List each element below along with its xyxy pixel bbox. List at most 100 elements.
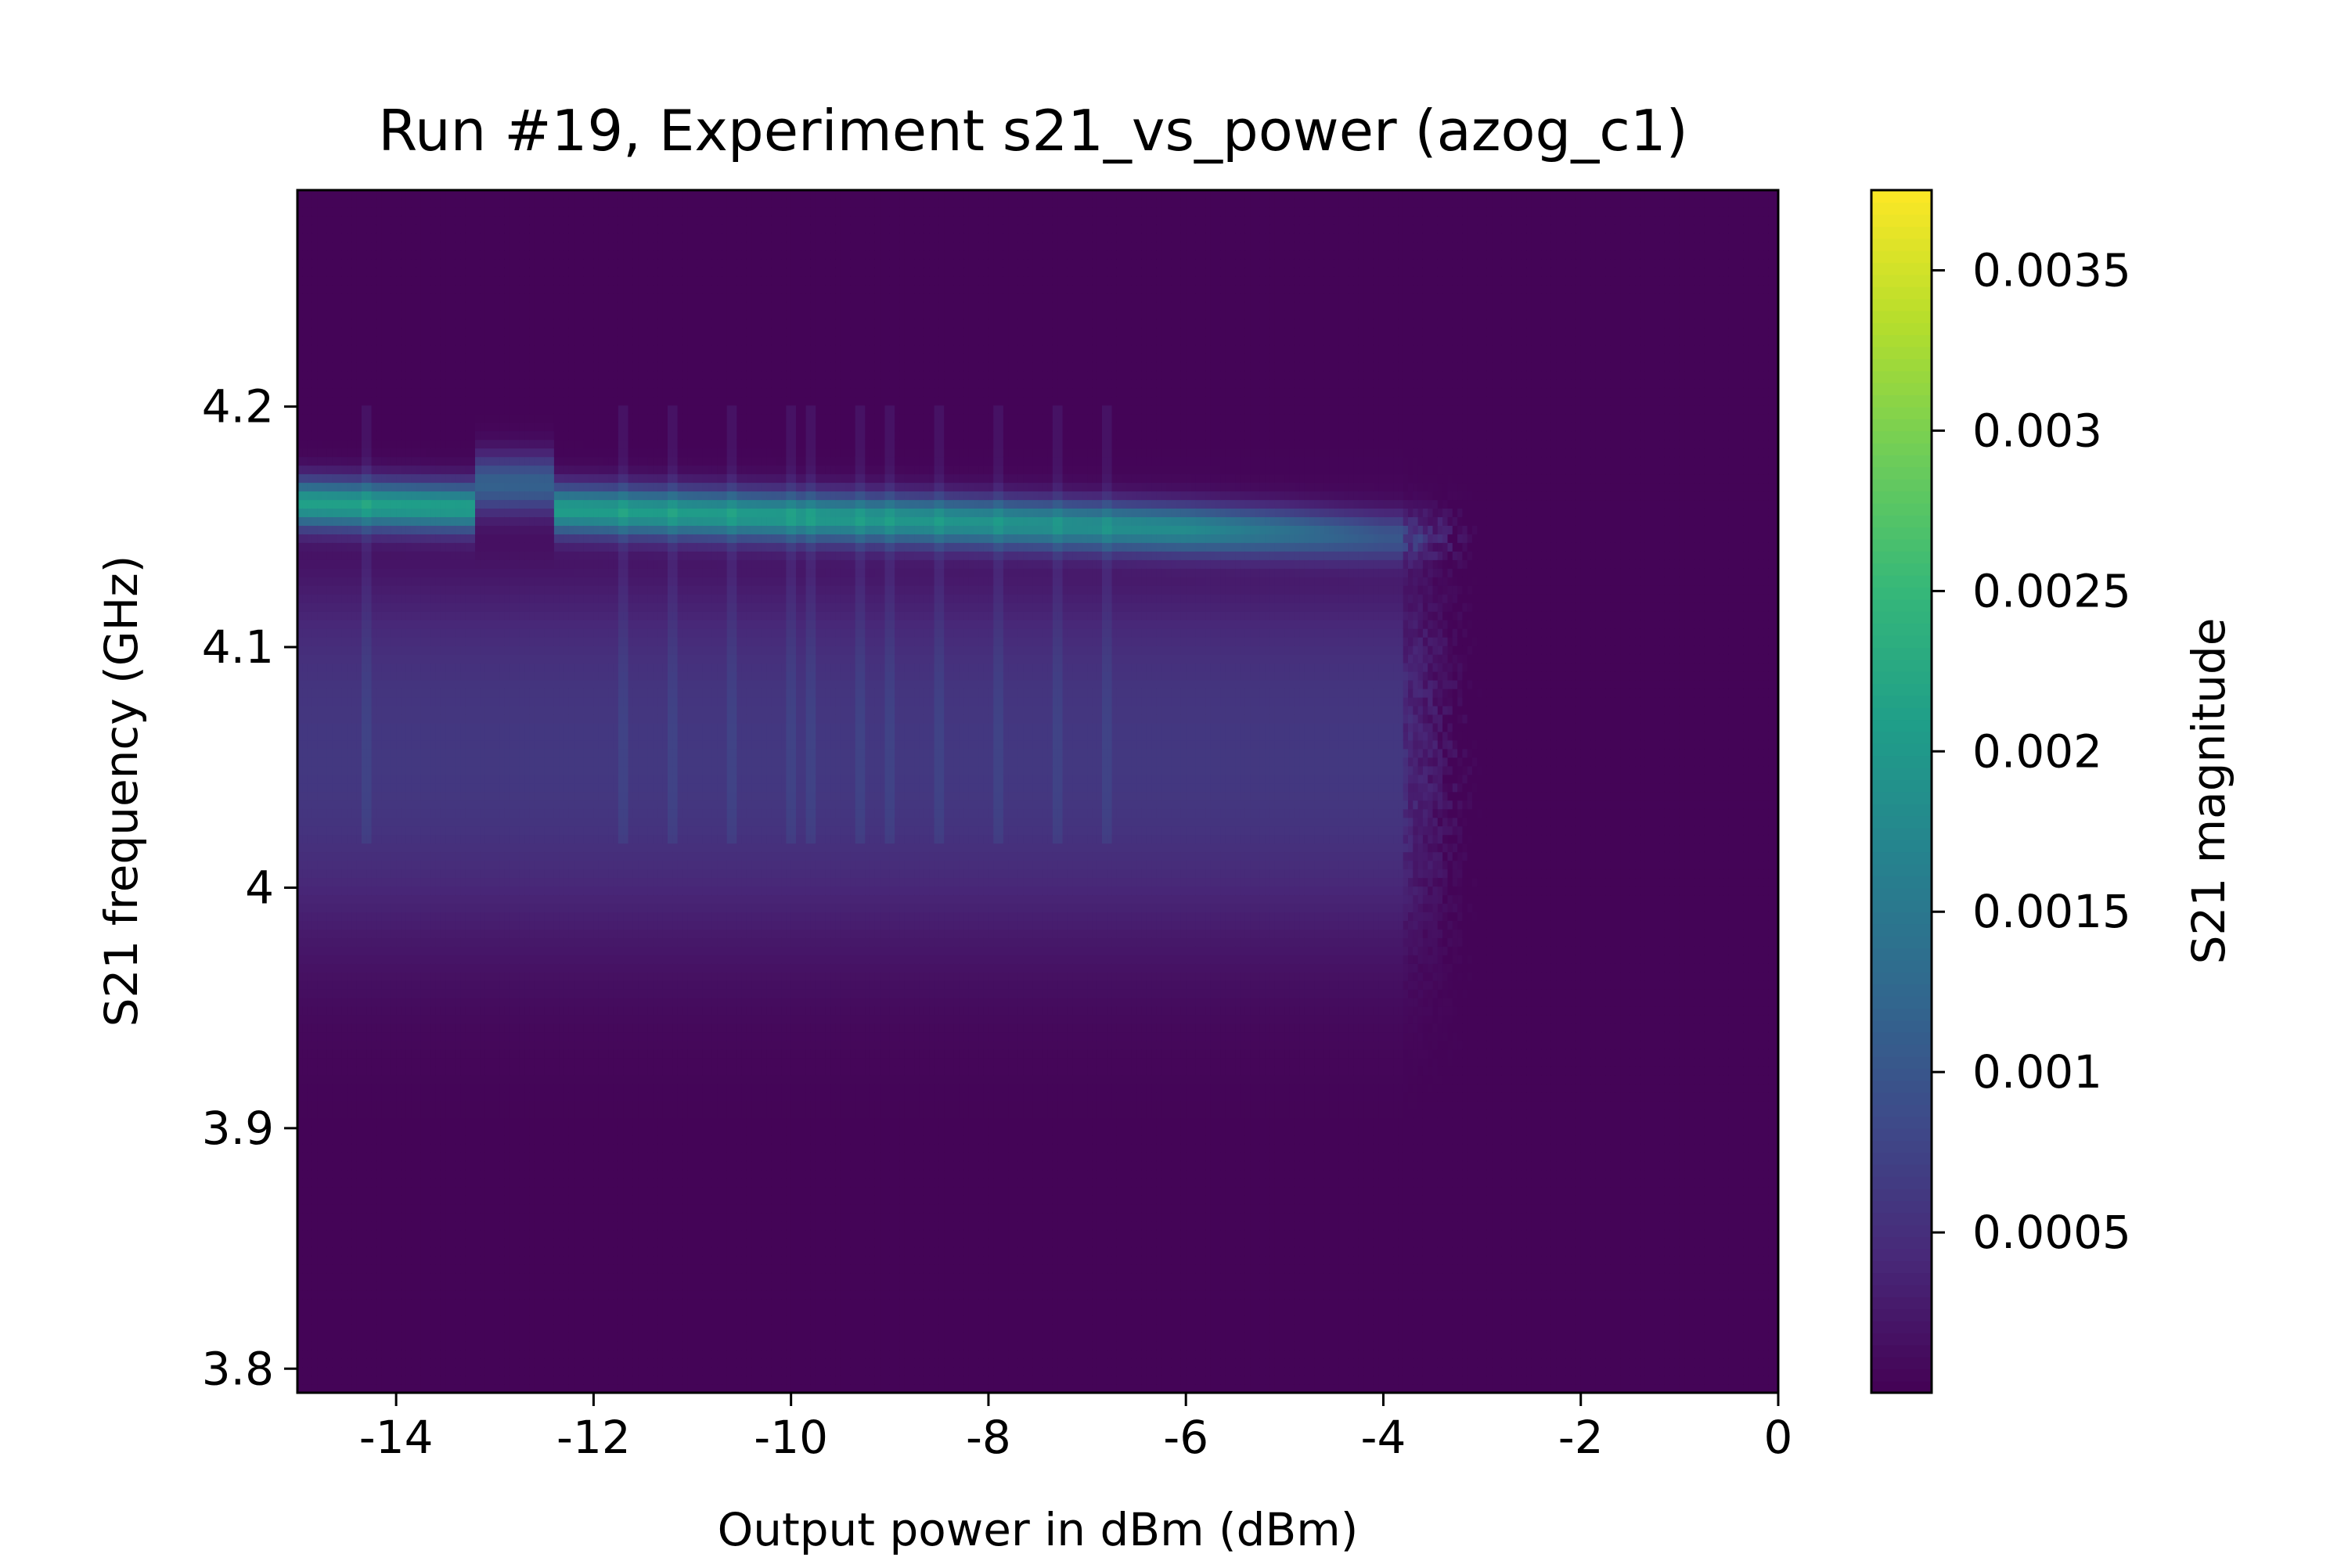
heatmap-cell <box>327 1281 333 1290</box>
heatmap-cell <box>322 328 328 337</box>
heatmap-cell <box>312 1229 318 1239</box>
heatmap-cell <box>332 998 337 1007</box>
heatmap-cell <box>317 1324 322 1333</box>
heatmap-cell <box>332 1264 337 1273</box>
heatmap-cell <box>332 268 337 277</box>
heatmap-cell <box>332 225 337 234</box>
heatmap-cell <box>332 1289 337 1299</box>
heatmap-cell <box>312 430 318 440</box>
heatmap-cell <box>332 422 337 431</box>
heatmap-cell <box>302 430 308 440</box>
heatmap-cell <box>312 233 318 243</box>
heatmap-cell <box>302 783 308 793</box>
heatmap-cell <box>322 1238 328 1247</box>
heatmap-cell <box>337 1376 343 1385</box>
heatmap-cell <box>317 920 322 930</box>
heatmap-cell <box>308 1221 313 1230</box>
heatmap-cell <box>312 1350 318 1359</box>
heatmap-cell <box>322 757 328 767</box>
heatmap-cell <box>312 276 318 286</box>
heatmap-cell <box>302 775 308 784</box>
heatmap-cell <box>332 354 337 363</box>
heatmap-cell <box>302 1049 308 1059</box>
heatmap-cell <box>332 886 337 895</box>
heatmap-cell <box>322 946 328 955</box>
heatmap-cell <box>327 1238 333 1247</box>
heatmap-cell <box>302 276 308 286</box>
heatmap-cell <box>312 671 318 681</box>
heatmap-cell <box>322 448 328 457</box>
heatmap-image <box>297 190 1779 1394</box>
heatmap-cell <box>332 285 337 294</box>
heatmap-cell <box>327 1332 333 1342</box>
heatmap-cell <box>308 775 313 784</box>
heatmap-cell <box>322 285 328 294</box>
heatmap-cell <box>317 1332 322 1342</box>
heatmap-cell <box>332 1350 337 1359</box>
heatmap-cell <box>308 1196 313 1205</box>
heatmap-cell <box>308 1315 313 1325</box>
heatmap-cell <box>317 259 322 268</box>
heatmap-cell <box>317 1272 322 1282</box>
heatmap-cell <box>327 285 333 294</box>
heatmap-cell <box>332 319 337 329</box>
heatmap-cell <box>332 697 337 707</box>
heatmap-cell <box>317 216 322 225</box>
heatmap-cell <box>317 225 322 234</box>
heatmap-cell <box>317 680 322 689</box>
heatmap-cell <box>322 783 328 793</box>
heatmap-cell <box>327 1307 333 1316</box>
heatmap-cell <box>308 371 313 380</box>
heatmap-cell <box>312 1307 318 1316</box>
heatmap-cell <box>337 1281 343 1290</box>
heatmap-cell <box>308 242 313 251</box>
heatmap-cell <box>308 388 313 397</box>
heatmap-cell <box>332 1238 337 1247</box>
heatmap-cell <box>308 1332 313 1342</box>
heatmap-cell <box>312 834 318 843</box>
heatmap-cell <box>302 792 308 801</box>
heatmap-cell <box>308 1204 313 1214</box>
heatmap-cell <box>327 1289 333 1299</box>
heatmap-cell <box>302 577 308 586</box>
heatmap-cell <box>327 1246 333 1256</box>
heatmap-cell <box>308 1350 313 1359</box>
heatmap-cell <box>308 568 313 577</box>
heatmap-cell <box>308 766 313 775</box>
heatmap-cell <box>322 706 328 715</box>
heatmap-cell <box>308 646 313 655</box>
heatmap-cell <box>317 1204 322 1214</box>
heatmap-cell <box>317 886 322 895</box>
heatmap-cell <box>302 328 308 337</box>
heatmap-cell <box>308 860 313 869</box>
heatmap-cell <box>327 620 333 629</box>
heatmap-cell <box>327 937 333 947</box>
heatmap-cell <box>308 430 313 440</box>
heatmap-cell <box>308 345 313 354</box>
heatmap-cell <box>322 405 328 415</box>
heatmap-cell <box>302 620 308 629</box>
heatmap-cell <box>312 843 318 852</box>
heatmap-cell <box>302 714 308 724</box>
heatmap-cell <box>302 869 308 878</box>
heatmap-cell <box>308 809 313 818</box>
heatmap-cell <box>332 1109 337 1119</box>
heatmap-cell <box>317 825 322 835</box>
heatmap-cell <box>322 714 328 724</box>
heatmap-cell <box>317 388 322 397</box>
heatmap-cell <box>302 379 308 389</box>
heatmap-cell <box>312 491 318 500</box>
heatmap-cell <box>332 1376 337 1385</box>
heatmap-cell <box>308 1109 313 1119</box>
heatmap-cell <box>322 1358 328 1368</box>
heatmap-cell <box>312 689 318 698</box>
heatmap-cell <box>327 1075 333 1084</box>
heatmap-cell <box>317 843 322 852</box>
heatmap-cell <box>322 233 328 243</box>
heatmap-cell <box>317 1315 322 1325</box>
heatmap-cell <box>312 448 318 457</box>
heatmap-cell <box>308 1058 313 1067</box>
heatmap-cell <box>308 1084 313 1093</box>
heatmap-cell <box>317 293 322 303</box>
heatmap-cell <box>317 354 322 363</box>
